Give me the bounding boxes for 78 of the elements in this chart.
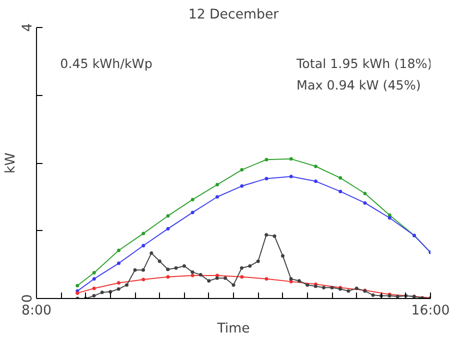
point: [166, 226, 170, 230]
point: [338, 176, 342, 180]
y-tick-label: 4: [20, 23, 36, 32]
y-tick-label: 0: [20, 294, 36, 303]
point: [346, 289, 350, 293]
point: [92, 286, 96, 290]
point: [322, 286, 326, 290]
x-tick-label: 8:00: [22, 304, 52, 318]
point: [215, 182, 219, 186]
point: [371, 293, 375, 297]
point: [116, 262, 120, 266]
point: [166, 268, 170, 272]
point: [92, 294, 96, 298]
point: [289, 280, 293, 284]
point: [289, 277, 293, 281]
point: [92, 277, 96, 281]
point: [215, 274, 219, 278]
chart-title: 12 December: [188, 8, 280, 22]
point: [174, 266, 178, 270]
point: [281, 254, 284, 258]
point: [338, 190, 342, 194]
point: [141, 268, 145, 272]
point: [142, 232, 146, 236]
point: [388, 216, 392, 220]
point: [92, 271, 96, 275]
point: [289, 174, 293, 178]
point: [354, 286, 358, 290]
point: [116, 248, 120, 252]
annotation: 0.45 kWh/kWp: [60, 56, 152, 71]
point: [215, 195, 219, 199]
point: [264, 233, 268, 237]
x-tick-label: 16:00: [411, 304, 450, 318]
point: [125, 283, 129, 287]
point: [264, 176, 268, 180]
point: [150, 251, 154, 255]
point: [190, 210, 194, 214]
point: [314, 164, 318, 168]
point: [330, 286, 334, 290]
point: [314, 180, 318, 184]
point: [363, 201, 367, 205]
point: [142, 244, 146, 248]
point: [108, 290, 112, 294]
point: [272, 234, 276, 238]
point: [297, 279, 301, 283]
point: [190, 274, 194, 278]
point: [142, 278, 146, 282]
point: [190, 198, 194, 202]
point: [232, 283, 236, 287]
point: [264, 277, 268, 281]
point: [116, 281, 120, 285]
point: [166, 214, 170, 218]
point: [240, 184, 244, 188]
point: [248, 264, 252, 268]
x-axis-title: Time: [216, 322, 250, 336]
point: [264, 158, 268, 162]
point: [240, 275, 244, 279]
point: [190, 270, 194, 274]
point: [133, 268, 137, 272]
point: [256, 259, 260, 263]
point: [116, 287, 120, 291]
point: [396, 294, 400, 298]
point: [388, 213, 392, 217]
point: [166, 275, 170, 279]
point: [306, 283, 310, 287]
y-axis-title: kW: [4, 152, 18, 174]
point: [215, 276, 219, 280]
point: [207, 279, 211, 283]
point: [158, 259, 162, 263]
point: [224, 276, 228, 280]
point: [240, 266, 244, 270]
point: [100, 290, 104, 294]
point: [240, 168, 244, 172]
annotation: Max 0.94 kW (45%): [296, 78, 421, 93]
point: [289, 157, 293, 161]
point: [76, 284, 80, 288]
point: [182, 264, 186, 268]
point: [198, 273, 202, 277]
point: [363, 192, 367, 196]
